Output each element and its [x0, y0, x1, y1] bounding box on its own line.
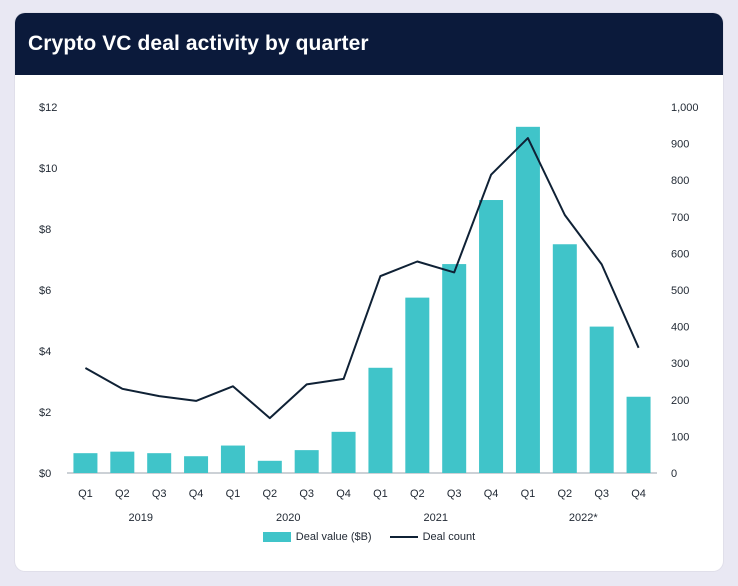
chart-plot: $0 $2 $4 $6 $8 $10 $12 0 100 200 300 400 500 600 700 80… [39, 102, 699, 524]
y-right-tick-label: 700 [671, 212, 689, 224]
y-right-tick-label: 300 [671, 358, 689, 370]
bar-deal-value [147, 453, 172, 473]
x-tick-label: Q2 [410, 488, 425, 500]
bar-deal-value [405, 297, 430, 473]
legend-swatch-bar [262, 532, 291, 542]
y-right-tick-label: 500 [671, 285, 689, 297]
legend-item-deal-value: Deal value ($B) [262, 531, 372, 543]
x-year-label: 2020 [276, 512, 300, 524]
x-tick-label: Q1 [521, 488, 536, 500]
y-right-tick-label: 800 [671, 175, 689, 187]
bar-deal-value [552, 244, 577, 473]
x-tick-label: Q3 [152, 488, 167, 500]
y-right-tick-label: 600 [671, 248, 689, 260]
y-left-tick-label: $8 [39, 224, 51, 236]
x-tick-label: Q2 [262, 488, 277, 500]
legend-swatch-line [389, 536, 418, 538]
x-tick-label: Q1 [226, 488, 241, 500]
x-year-label: 2019 [129, 512, 153, 524]
legend-label-deal-value: Deal value ($B) [295, 531, 372, 543]
y-left-tick-label: $12 [39, 102, 57, 114]
chart-header: Crypto VC deal activity by quarter [15, 13, 723, 75]
y-right-tick-label: 1,000 [671, 102, 699, 114]
x-tick-label: Q1 [373, 488, 388, 500]
y-right-tick-label: 400 [671, 322, 689, 334]
bar-deal-value [184, 456, 209, 473]
x-tick-label: Q1 [78, 488, 93, 500]
bar-deal-value [220, 445, 245, 473]
legend-item-deal-count: Deal count [389, 531, 476, 543]
y-left-tick-label: $6 [39, 285, 51, 297]
y-left-tick-label: $4 [39, 346, 51, 358]
chart-title: Crypto VC deal activity by quarter [28, 32, 369, 55]
bar-deal-value [515, 126, 540, 473]
bar-deal-value [589, 326, 614, 473]
y-left-tick-label: $2 [39, 407, 51, 419]
bar-deal-value [257, 460, 282, 473]
x-tick-label: Q4 [336, 488, 351, 500]
x-year-label: 2022* [569, 512, 598, 524]
bar-deal-value [73, 453, 98, 473]
y-left-tick-label: $0 [39, 468, 51, 480]
line-deal-count [84, 137, 640, 420]
y-right-tick-label: 0 [671, 468, 677, 480]
bar-deal-value [368, 367, 393, 473]
x-tick-label: Q3 [594, 488, 609, 500]
x-tick-label: Q4 [189, 488, 204, 500]
y-right-tick-label: 200 [671, 395, 689, 407]
bar-deal-value [479, 200, 504, 473]
bar-deal-value [294, 450, 319, 473]
chart-legend: Deal value ($B) Deal count [15, 531, 723, 543]
x-tick-label: Q3 [447, 488, 462, 500]
x-tick-label: Q3 [299, 488, 314, 500]
y-right-tick-label: 900 [671, 139, 689, 151]
chart-card: Crypto VC deal activity by quarter $0 $2 $… [15, 13, 723, 571]
y-left-tick-label: $10 [39, 163, 57, 175]
x-tick-label: Q4 [631, 488, 646, 500]
bar-deal-value [331, 431, 356, 473]
bar-deal-value [110, 451, 135, 473]
y-right-tick-label: 100 [671, 431, 689, 443]
legend-label-deal-count: Deal count [422, 531, 476, 543]
bar-deal-value [626, 396, 651, 473]
x-tick-label: Q2 [557, 488, 572, 500]
x-tick-label: Q2 [115, 488, 130, 500]
bar-deal-value [442, 264, 467, 473]
x-tick-label: Q4 [484, 488, 499, 500]
x-year-label: 2021 [424, 512, 448, 524]
